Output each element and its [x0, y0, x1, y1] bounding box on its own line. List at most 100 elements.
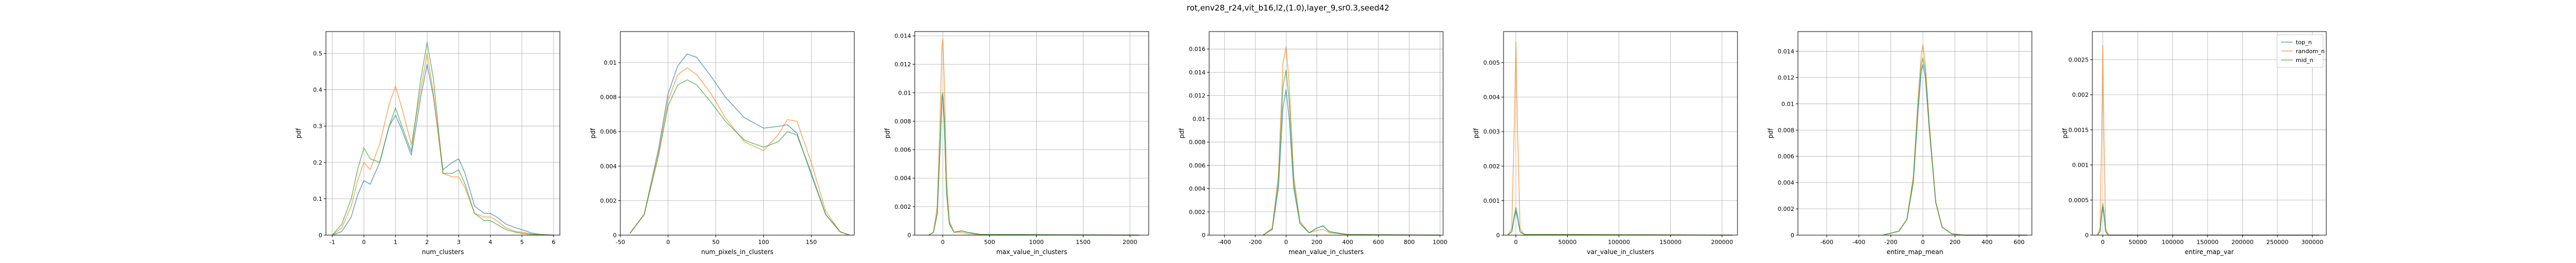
y-axis-label: pdf [1178, 128, 1185, 138]
y-tick-label: 0.1 [313, 196, 323, 203]
x-tick-label: 50 [712, 239, 720, 246]
axes-frame [1797, 31, 2032, 236]
subplot-2: -50 0 50 100 15000.0020.0040.0060.0080.01num… [589, 31, 855, 256]
y-tick-label: 0.01 [898, 89, 912, 96]
y-tick-label: 0.004 [1484, 94, 1500, 101]
y-tick-label: 0.012 [1189, 93, 1206, 99]
axes-frame [325, 31, 560, 236]
x-axis-label: var_value_in_clusters [1587, 248, 1654, 256]
series-line-random-n [629, 67, 850, 236]
x-axis-label: entire_map_var [2185, 248, 2234, 256]
x-tick-label: 150000 [1660, 239, 1682, 246]
axes-frame [914, 31, 1149, 236]
y-tick-label: 0.005 [1484, 59, 1500, 66]
x-tick-label: 0 [362, 239, 366, 246]
x-tick-label: 600 [1373, 239, 1384, 246]
subplot-5: 0 50000 100000 150000 200000 0 0.001 0.002 0.003… [1473, 31, 1738, 256]
legend-label-random-n: random_n [2296, 48, 2325, 55]
y-tick-label: 0.006 [895, 147, 912, 154]
y-tick-label: 0.014 [1189, 69, 1206, 76]
subplot-grid: -1 0 1 2 3 4 5 6 0 0.1 0.2 0.3 0.4 0.5 num_clusters pdf… [295, 31, 2327, 256]
y-tick-label: 0.0025 [2069, 56, 2089, 63]
x-tick-label: -200 [1884, 239, 1897, 246]
x-tick-label: 0 [666, 239, 670, 246]
x-tick-label: 150000 [2196, 239, 2219, 246]
y-tick-label: 0 [1202, 232, 1205, 239]
x-tick-label: 250000 [2266, 239, 2288, 246]
y-tick-label: 0.5 [313, 50, 323, 57]
subplot-7: 0 50000 100000 150000 200000 250000 300000 0 0.0… [2061, 31, 2327, 256]
series-line-mid-n [332, 42, 554, 236]
y-tick-label: 0.014 [1778, 48, 1795, 55]
series-line-top-n [629, 53, 850, 236]
y-tick-label: 0.006 [1189, 162, 1206, 169]
series-line-top-n [1507, 210, 1733, 236]
x-tick-label: 200 [1311, 239, 1322, 246]
x-tick-label: 1500 [1076, 239, 1090, 246]
x-tick-label: 150 [806, 239, 817, 246]
y-tick-label: 0.004 [895, 175, 912, 182]
subplot-1: -1 0 1 2 3 4 5 6 0 0.1 0.2 0.3 0.4 0.5 num_clusters pdf [295, 31, 560, 256]
y-tick-label: 0.006 [600, 128, 617, 135]
y-tick-label: 0 [907, 232, 911, 239]
axes-frame [1209, 31, 1444, 236]
x-axis-label: mean_value_in_clusters [1289, 248, 1364, 256]
legend-frame [2276, 34, 2324, 68]
y-tick-label: 0.3 [313, 123, 323, 130]
axes-frame [2092, 31, 2327, 236]
x-tick-label: 400 [1342, 239, 1353, 246]
y-tick-label: 0.008 [1778, 127, 1795, 134]
x-tick-label: -200 [1249, 239, 1262, 246]
x-tick-label: 0 [1514, 239, 1518, 246]
y-axis-label: pdf [884, 128, 891, 138]
series-line-mid-n [2097, 203, 2319, 236]
y-tick-label: 0.014 [895, 33, 912, 39]
y-tick-label: 0.01 [604, 59, 617, 66]
y-axis-label: pdf [1767, 128, 1774, 138]
x-tick-label: 800 [1404, 239, 1415, 246]
x-tick-label: 0 [2101, 239, 2104, 246]
x-tick-label: 200000 [2232, 239, 2254, 246]
y-tick-label: 0.002 [1484, 163, 1500, 170]
y-tick-label: 0 [319, 232, 322, 239]
x-axis-label: num_clusters [422, 248, 464, 256]
x-tick-label: 500 [984, 239, 995, 246]
y-tick-label: 0.004 [1778, 179, 1795, 186]
y-axis-label: pdf [295, 128, 302, 138]
y-axis-label: pdf [589, 128, 597, 138]
y-tick-label: 0.012 [895, 61, 912, 68]
y-tick-label: 0.0005 [2069, 197, 2089, 204]
x-tick-label: 1 [394, 239, 397, 246]
y-tick-label: 0.002 [895, 204, 912, 210]
y-tick-label: 0.016 [1189, 46, 1206, 53]
y-axis-label: pdf [1473, 128, 1480, 138]
x-tick-label: -1 [330, 239, 335, 246]
y-tick-label: 0.002 [600, 197, 617, 204]
x-tick-label: 100 [758, 239, 769, 246]
series-line-mid-n [1507, 207, 1733, 236]
subplot-4: -400 -200 0 200 400 600 800 1000 0 0.002 0.004 0.00… [1178, 31, 1447, 256]
x-tick-label: 1000 [1433, 239, 1447, 246]
series-line-random-n [2097, 45, 2319, 236]
x-tick-label: 200000 [1711, 239, 1733, 246]
x-tick-label: -50 [616, 239, 625, 246]
y-axis-label: pdf [2061, 128, 2069, 138]
y-tick-label: 0.008 [1189, 139, 1206, 146]
y-tick-label: 0.001 [1484, 197, 1500, 204]
series-line-top-n [2097, 206, 2319, 236]
x-tick-label: 0 [1284, 239, 1288, 246]
subplot-6: -600 -400 -200 0 200 400 600 0 0.002 0.004 0.006 0.… [1767, 31, 2032, 256]
x-tick-label: 0 [941, 239, 945, 246]
y-tick-label: 0.004 [1189, 186, 1206, 193]
series-line-mid-n [928, 92, 1140, 236]
series-line-random-n [1262, 46, 1440, 236]
x-tick-label: 4 [488, 239, 492, 246]
y-tick-label: 0.01 [1193, 116, 1206, 123]
y-tick-label: 0.006 [1778, 153, 1795, 160]
x-tick-label: -400 [1218, 239, 1231, 246]
y-tick-label: 0 [1791, 232, 1794, 239]
axes-frame [620, 31, 855, 236]
x-tick-label: 600 [2013, 239, 2025, 246]
x-tick-label: 50000 [2129, 239, 2147, 246]
